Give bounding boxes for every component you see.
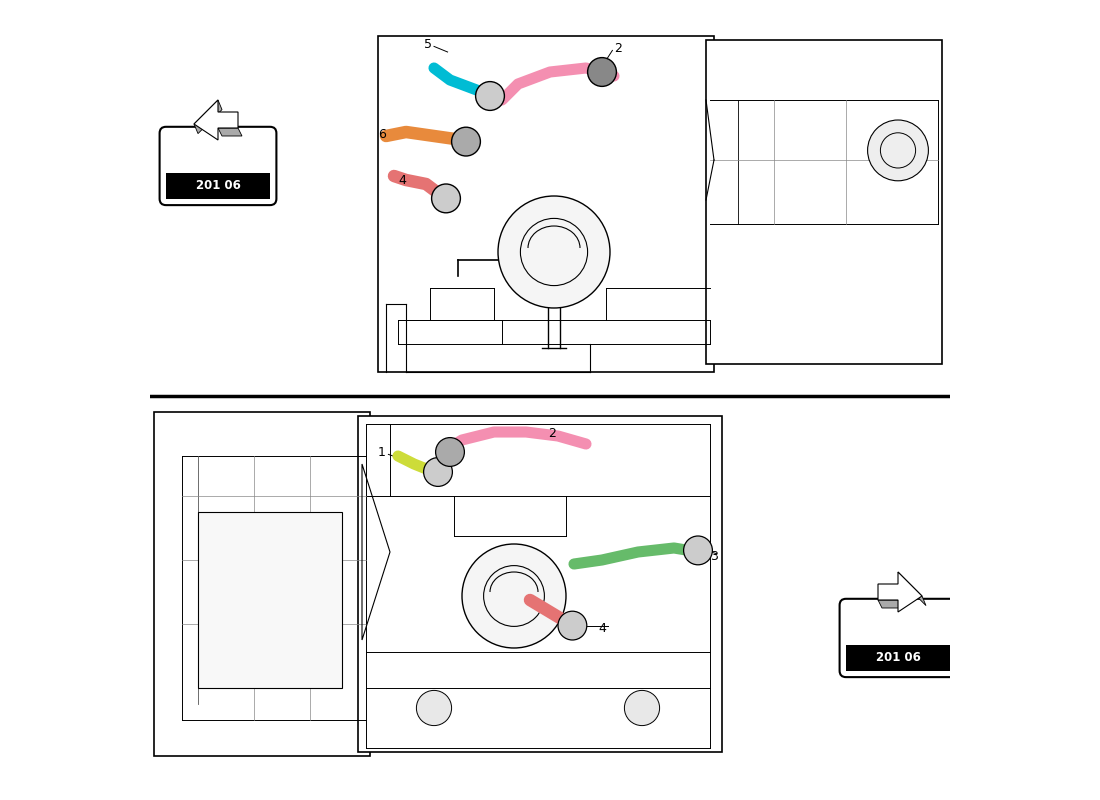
Circle shape [625, 690, 660, 726]
Bar [846, 645, 950, 670]
Circle shape [587, 58, 616, 86]
FancyBboxPatch shape [839, 598, 956, 677]
Circle shape [868, 120, 928, 181]
Circle shape [475, 82, 505, 110]
Circle shape [558, 611, 586, 640]
Bar [706, 40, 942, 364]
Polygon shape [194, 100, 222, 134]
Polygon shape [878, 572, 922, 612]
Circle shape [452, 127, 481, 156]
Text: 3: 3 [711, 550, 718, 562]
Circle shape [462, 544, 566, 648]
Text: 2: 2 [549, 427, 557, 440]
Polygon shape [194, 100, 238, 140]
Text: 4: 4 [398, 174, 406, 186]
Circle shape [417, 690, 452, 726]
Polygon shape [878, 600, 902, 608]
Text: 201 06: 201 06 [196, 179, 241, 192]
Circle shape [498, 196, 610, 308]
Text: a zf parts.sindiyal: a zf parts.sindiyal [421, 450, 679, 590]
Circle shape [683, 536, 713, 565]
Text: 5: 5 [425, 38, 432, 50]
Polygon shape [898, 572, 926, 606]
Text: 4: 4 [598, 622, 606, 634]
Text: 1: 1 [378, 446, 386, 458]
Bar [154, 412, 370, 756]
Text: 201 06: 201 06 [876, 651, 921, 664]
Polygon shape [218, 128, 242, 136]
Text: 6: 6 [378, 128, 386, 141]
Bar [166, 173, 270, 198]
Circle shape [424, 458, 452, 486]
Bar [358, 416, 722, 752]
Circle shape [436, 438, 464, 466]
Bar [378, 36, 714, 372]
Text: 2: 2 [614, 42, 622, 54]
Bar [198, 512, 342, 688]
FancyBboxPatch shape [160, 126, 276, 205]
Circle shape [431, 184, 461, 213]
